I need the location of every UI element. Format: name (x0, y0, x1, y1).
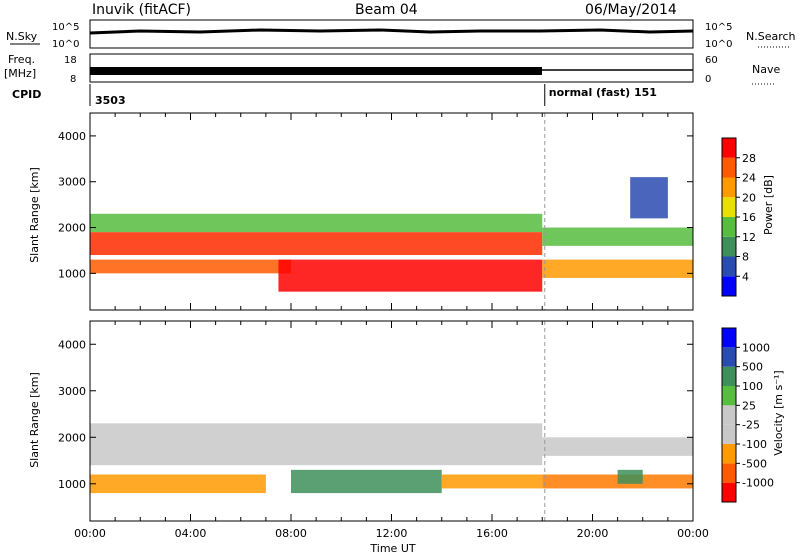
nsearch-label: N.Search (746, 30, 796, 43)
colorbar-tick-label: 24 (742, 172, 756, 185)
colorbar-tick-label: 4 (742, 270, 749, 283)
echo-band (542, 227, 693, 246)
nsky-label: N.Sky (6, 30, 38, 43)
colorbar-tick-label: 1000 (742, 341, 770, 354)
nave-tick-bottom: 0 (705, 74, 711, 85)
beam-title: Beam 04 (355, 2, 418, 18)
colorbar-segment (722, 276, 736, 296)
colorbar-frame (721, 327, 737, 503)
freq-unit-label: [MHz] (4, 67, 36, 80)
colorbar-segment (722, 444, 736, 464)
colorbar-tick-label: 25 (742, 399, 756, 412)
colorbar-tick-label: 16 (742, 211, 756, 224)
colorbar-tick-label: -1000 (742, 477, 774, 490)
colorbar-segment (722, 177, 736, 198)
x-tick-label: 08:00 (275, 527, 307, 540)
echo-band (90, 232, 543, 256)
noise-tick-bottom-left: 10^0 (52, 39, 79, 50)
echo-band (542, 437, 693, 456)
power-colorbar-label: Power [dB] (762, 175, 775, 235)
date-title: 06/May/2014 (585, 2, 677, 18)
colorbar-segment (722, 328, 736, 348)
colorbar-tick-label: -100 (742, 438, 767, 451)
site-title: Inuvik (fitACF) (92, 2, 191, 18)
noise-trace (89, 28, 694, 35)
freq-tick-top: 18 (64, 55, 77, 66)
cpid-label: CPID (12, 88, 41, 101)
nave-label: Nave (752, 63, 780, 76)
echo-band (542, 259, 693, 278)
colorbar-tick-label: 20 (742, 191, 756, 204)
colorbar-segment (722, 347, 736, 367)
colorbar-segment (722, 236, 736, 257)
colorbar-segment (722, 197, 736, 217)
velocity-panel: 4000 3000 2000 1000 00:00 04:00 08:00 12:00 16:0… (58, 320, 709, 540)
colorbar-tick-label: 12 (742, 231, 756, 244)
velocity-colorbar-label: Velocity [m s⁻¹] (772, 370, 785, 455)
x-tick-label: 16:00 (476, 527, 508, 540)
colorbar-segment (722, 424, 736, 444)
y-tick-label: 2000 (58, 222, 86, 235)
colorbar-segment (722, 256, 736, 277)
x-axis-title: Time UT (369, 542, 415, 554)
cpid-second: normal (fast) 151 (549, 86, 657, 99)
y-tick-label: 1000 (58, 478, 86, 491)
power-colorbar: 28 24 20 16 12 8 4 (721, 137, 756, 297)
colorbar-tick-label: -25 (742, 419, 760, 432)
freq-label: Freq. (8, 53, 35, 66)
nave-tick-top: 60 (705, 55, 718, 66)
y-tick-label: 3000 (58, 385, 86, 398)
cpid-first: 3503 (95, 94, 126, 107)
x-tick-label: 20:00 (577, 527, 609, 540)
colorbar-tick-label: -500 (742, 457, 767, 470)
colorbar-tick-label: 500 (742, 361, 763, 374)
colorbar-tick-label: 100 (742, 380, 763, 393)
y-tick-label: 3000 (58, 176, 86, 189)
y-tick-label: 4000 (58, 338, 86, 351)
x-tick-label: 04:00 (175, 527, 207, 540)
y-tick-label: 4000 (58, 130, 86, 143)
y-tick-label: 1000 (58, 267, 86, 280)
power-ylabel: Slant Range [km] (28, 167, 41, 263)
colorbar-tick-label: 28 (742, 152, 756, 165)
echo-band (630, 177, 668, 219)
colorbar-segment (722, 217, 736, 237)
colorbar-segment (722, 366, 736, 386)
velocity-ylabel: Slant Range [km] (28, 372, 41, 468)
echo-band (278, 259, 543, 292)
colorbar-segment (722, 386, 736, 406)
colorbar-segment (722, 482, 736, 502)
y-tick-label: 2000 (58, 431, 86, 444)
echo-band (291, 469, 442, 494)
colorbar-segment (722, 405, 736, 425)
colorbar-segment (722, 138, 736, 158)
echo-band (90, 259, 291, 274)
x-tick-label: 00:00 (74, 527, 106, 540)
power-panel: 4000 3000 2000 1000 (58, 112, 694, 311)
echo-band (617, 469, 643, 484)
velocity-colorbar: 1000 500 100 25 -25 -100 -500 -1000 (721, 327, 774, 503)
noise-tick-bottom-right: 10^0 (705, 39, 732, 50)
x-tick-label: 00:00 (677, 527, 709, 540)
x-tick-label: 12:00 (376, 527, 408, 540)
noise-tick-top-right: 10^5 (705, 22, 732, 33)
freq-trace-early (90, 67, 542, 75)
noise-tick-top-left: 10^5 (52, 22, 79, 33)
echo-band (90, 474, 266, 494)
colorbar-segment (722, 463, 736, 483)
colorbar-tick-label: 8 (742, 251, 749, 264)
echo-band (90, 213, 543, 233)
echo-band (90, 423, 543, 466)
freq-tick-bottom: 8 (70, 74, 76, 85)
echo-band (441, 474, 543, 489)
noise-panel-frame (89, 19, 694, 49)
colorbar-segment (722, 157, 736, 178)
